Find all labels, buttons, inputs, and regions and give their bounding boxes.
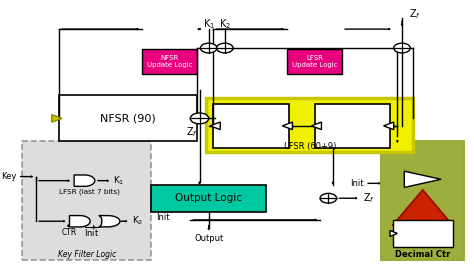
Polygon shape	[383, 122, 394, 130]
Polygon shape	[52, 115, 62, 122]
Bar	[59, 95, 197, 141]
Bar	[142, 50, 197, 74]
Text: NFSR
Update Logic: NFSR Update Logic	[147, 55, 192, 68]
Polygon shape	[74, 175, 95, 186]
Text: Init: Init	[156, 213, 170, 222]
Text: K$_1$: K$_1$	[113, 174, 125, 187]
Bar	[22, 141, 151, 261]
Polygon shape	[70, 215, 90, 227]
Text: Z$_f$: Z$_f$	[186, 125, 198, 139]
Text: Decimal Ctr: Decimal Ctr	[395, 250, 450, 259]
Bar	[381, 141, 464, 261]
Polygon shape	[210, 122, 220, 130]
Polygon shape	[99, 215, 120, 227]
Bar	[151, 185, 266, 212]
Text: NFSR (90): NFSR (90)	[100, 113, 156, 123]
Text: K$_2$: K$_2$	[219, 17, 231, 30]
Text: Z$_f$: Z$_f$	[409, 7, 421, 21]
Text: LFSR (60+9): LFSR (60+9)	[284, 142, 336, 151]
Text: LFSR
Update Logic: LFSR Update Logic	[292, 55, 337, 68]
Polygon shape	[393, 190, 453, 225]
Text: Key: Key	[1, 172, 17, 181]
Polygon shape	[311, 122, 321, 130]
Text: LFSR (last 7 bits): LFSR (last 7 bits)	[59, 188, 120, 195]
Text: K$_1$: K$_1$	[203, 17, 215, 30]
Polygon shape	[283, 122, 292, 130]
Text: Output: Output	[194, 234, 223, 243]
Bar	[287, 50, 342, 74]
Text: Init: Init	[350, 179, 364, 188]
Text: Z$_f$: Z$_f$	[363, 191, 375, 205]
Text: Key Filter Logic: Key Filter Logic	[57, 250, 116, 259]
Bar	[315, 104, 391, 148]
Text: Output Logic: Output Logic	[175, 193, 242, 203]
Text: CTR: CTR	[62, 228, 77, 237]
Bar	[213, 104, 289, 148]
Circle shape	[394, 43, 410, 53]
Circle shape	[320, 193, 337, 203]
Bar	[393, 220, 453, 247]
Text: K$_2$: K$_2$	[132, 215, 143, 227]
Polygon shape	[404, 171, 441, 187]
Circle shape	[201, 43, 217, 53]
Text: $\overline{\mathrm{Init}}$: $\overline{\mathrm{Init}}$	[84, 225, 100, 239]
Circle shape	[190, 113, 209, 124]
Polygon shape	[390, 230, 397, 236]
Circle shape	[217, 43, 233, 53]
Bar	[206, 98, 413, 152]
